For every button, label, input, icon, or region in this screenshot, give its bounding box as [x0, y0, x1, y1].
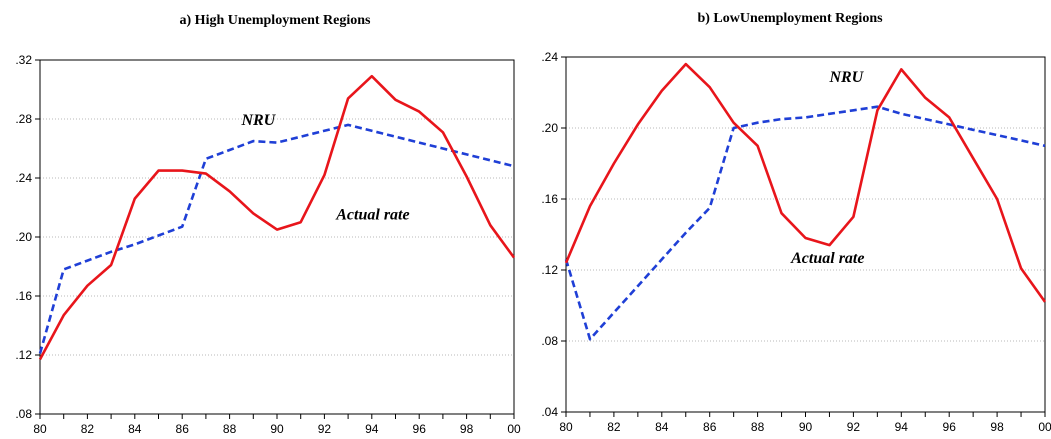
series-line-nru — [564, 105, 1046, 341]
y-tick-label: .12 — [15, 348, 32, 362]
x-tick-label: 92 — [318, 422, 332, 436]
plot-frame — [39, 59, 515, 415]
y-tick-label: .08 — [541, 334, 558, 348]
x-tick-label: 98 — [990, 420, 1004, 434]
y-tick-label: .12 — [541, 263, 558, 277]
x-tick-label: 84 — [128, 422, 142, 436]
series-line-actual-rate — [564, 62, 1047, 303]
y-tick-label: .16 — [541, 192, 558, 206]
y-tick-label: .08 — [15, 407, 32, 421]
x-tick-label: 98 — [460, 422, 474, 436]
x-tick-label: 88 — [751, 420, 765, 434]
x-tick-label: 82 — [81, 422, 95, 436]
series-annotation: NRU — [240, 112, 276, 129]
chart-title-b: b) LowUnemployment Regions — [697, 11, 883, 26]
panel-high-unemployment: a) High Unemployment Regions .08 .12 .16 .2… — [15, 13, 521, 436]
y-tick-label: .28 — [15, 112, 32, 126]
x-tick-label: 00 — [507, 422, 521, 436]
y-tick-label: .24 — [541, 50, 558, 64]
x-tick-label: 80 — [33, 422, 47, 436]
x-tick-label: 90 — [270, 422, 284, 436]
x-tick-label: 00 — [1038, 420, 1051, 434]
x-tick-label: 80 — [559, 420, 573, 434]
plot-frame — [565, 56, 1046, 413]
y-tick-label: .16 — [15, 289, 32, 303]
x-tick-label: 92 — [847, 420, 861, 434]
x-tick-label: 96 — [413, 422, 427, 436]
series-annotation: Actual rate — [790, 250, 864, 267]
series-annotation: Actual rate — [335, 206, 409, 223]
series-line-nru — [38, 123, 515, 354]
x-tick-label: 94 — [365, 422, 379, 436]
x-tick-label: 86 — [176, 422, 190, 436]
y-tick-label: .20 — [15, 230, 32, 244]
series-line-actual-rate — [38, 74, 516, 361]
panel-low-unemployment: b) LowUnemployment Regions .04 .08 .12 .16.… — [541, 11, 1051, 434]
x-tick-label: 88 — [223, 422, 237, 436]
x-tick-label: 82 — [607, 420, 621, 434]
y-tick-label: .20 — [541, 121, 558, 135]
chart-title-a: a) High Unemployment Regions — [180, 13, 372, 28]
y-tick-label: .32 — [15, 53, 32, 67]
series-annotation: NRU — [828, 69, 864, 86]
y-tick-label: .04 — [541, 405, 558, 419]
x-tick-label: 96 — [943, 420, 957, 434]
x-tick-label: 86 — [703, 420, 717, 434]
x-tick-label: 90 — [799, 420, 813, 434]
x-tick-label: 84 — [655, 420, 669, 434]
x-tick-label: 94 — [895, 420, 909, 434]
y-tick-label: .24 — [15, 171, 32, 185]
